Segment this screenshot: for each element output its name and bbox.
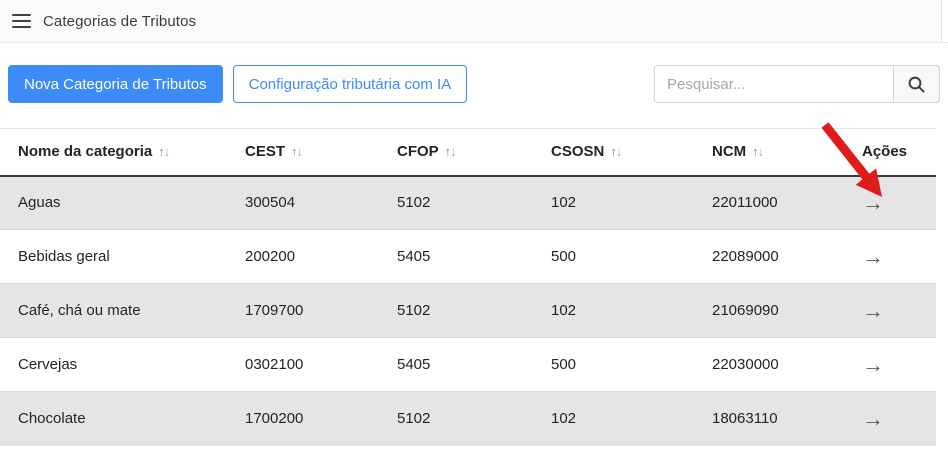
cell-csosn: 102 — [533, 391, 694, 446]
cell-cfop: 5102 — [379, 391, 533, 446]
cell-cfop: 5102 — [379, 283, 533, 338]
row-action-arrow-icon[interactable]: → — [862, 189, 884, 215]
categories-table: Nome da categoria ↑↓ CEST ↑↓ CFOP ↑↓ CSOSN ↑… — [0, 128, 936, 446]
cell-cfop: 5405 — [379, 229, 533, 284]
row-action-arrow-icon[interactable]: → — [862, 297, 884, 323]
table-row: Chocolate 1700200 5102 102 18063110 → — [0, 391, 936, 446]
cell-csosn: 102 — [551, 194, 577, 212]
top-navbar: Categorias de Tributos — [0, 0, 948, 43]
hamburger-menu-icon[interactable] — [12, 14, 31, 28]
sort-icon[interactable]: ↑↓ — [444, 144, 457, 160]
cell-cfop: 5102 — [397, 194, 431, 212]
scrollbar-track[interactable] — [941, 0, 948, 42]
cell-csosn: 500 — [533, 229, 694, 284]
cell-cest: 200200 — [227, 229, 379, 284]
new-category-button[interactable]: Nova Categoria de Tributos — [8, 65, 223, 103]
cell-ncm: 22011000 — [712, 194, 778, 212]
search-group — [654, 65, 940, 103]
cell-cfop: 5405 — [379, 337, 533, 392]
column-header-csosn[interactable]: CSOSN ↑↓ — [533, 128, 694, 177]
ai-config-button[interactable]: Configuração tributária com IA — [232, 65, 468, 103]
cell-ncm: 22030000 — [694, 337, 844, 392]
categories-table-wrap: Nome da categoria ↑↓ CEST ↑↓ CFOP ↑↓ CSOSN ↑… — [0, 128, 948, 446]
row-action-arrow-icon[interactable]: → — [862, 405, 884, 431]
cell-ncm: 22089000 — [694, 229, 844, 284]
cell-ncm: 18063110 — [694, 391, 844, 446]
magnifier-icon — [908, 76, 925, 93]
cell-cest: 0302100 — [227, 337, 379, 392]
column-header-ncm[interactable]: NCM ↑↓ — [694, 128, 844, 177]
cell-nome: Cervejas — [0, 337, 227, 392]
page-title: Categorias de Tributos — [43, 12, 197, 30]
row-action-arrow-icon[interactable]: → — [862, 243, 884, 269]
cell-csosn: 102 — [533, 283, 694, 338]
table-row: Café, chá ou mate 1709700 5102 102 21069… — [0, 283, 936, 338]
cell-cest: 1700200 — [227, 391, 379, 446]
cell-ncm: 21069090 — [694, 283, 844, 338]
column-header-acoes: Ações — [844, 128, 936, 177]
sort-icon[interactable]: ↑↓ — [752, 144, 764, 160]
table-row: Bebidas geral 200200 5405 500 22089000 → — [0, 229, 936, 284]
toolbar: Nova Categoria de Tributos Configuração … — [0, 43, 948, 103]
table-row: Cervejas 0302100 5405 500 22030000 → — [0, 337, 936, 392]
search-button[interactable] — [893, 65, 940, 103]
cell-nome: Aguas — [18, 194, 61, 212]
cell-nome: Chocolate — [0, 391, 227, 446]
cell-cest: 300504 — [245, 194, 296, 212]
cell-csosn: 500 — [533, 337, 694, 392]
column-header-cfop[interactable]: CFOP ↑↓ — [379, 128, 533, 177]
cell-cest: 1709700 — [227, 283, 379, 338]
column-header-cest[interactable]: CEST ↑↓ — [227, 128, 379, 177]
sort-icon[interactable]: ↑↓ — [158, 144, 170, 160]
search-input[interactable] — [654, 65, 893, 103]
table-header-row: Nome da categoria ↑↓ CEST ↑↓ CFOP ↑↓ CSOSN ↑… — [0, 128, 936, 177]
column-header-nome[interactable]: Nome da categoria ↑↓ — [0, 128, 227, 177]
sort-icon[interactable]: ↑↓ — [610, 144, 622, 160]
cell-nome: Bebidas geral — [0, 229, 227, 284]
cell-nome: Café, chá ou mate — [0, 283, 227, 338]
table-row: Aguas 300504 5102 102 22011000 → — [0, 175, 936, 230]
row-action-arrow-icon[interactable]: → — [862, 351, 884, 377]
sort-icon[interactable]: ↑↓ — [291, 144, 303, 160]
